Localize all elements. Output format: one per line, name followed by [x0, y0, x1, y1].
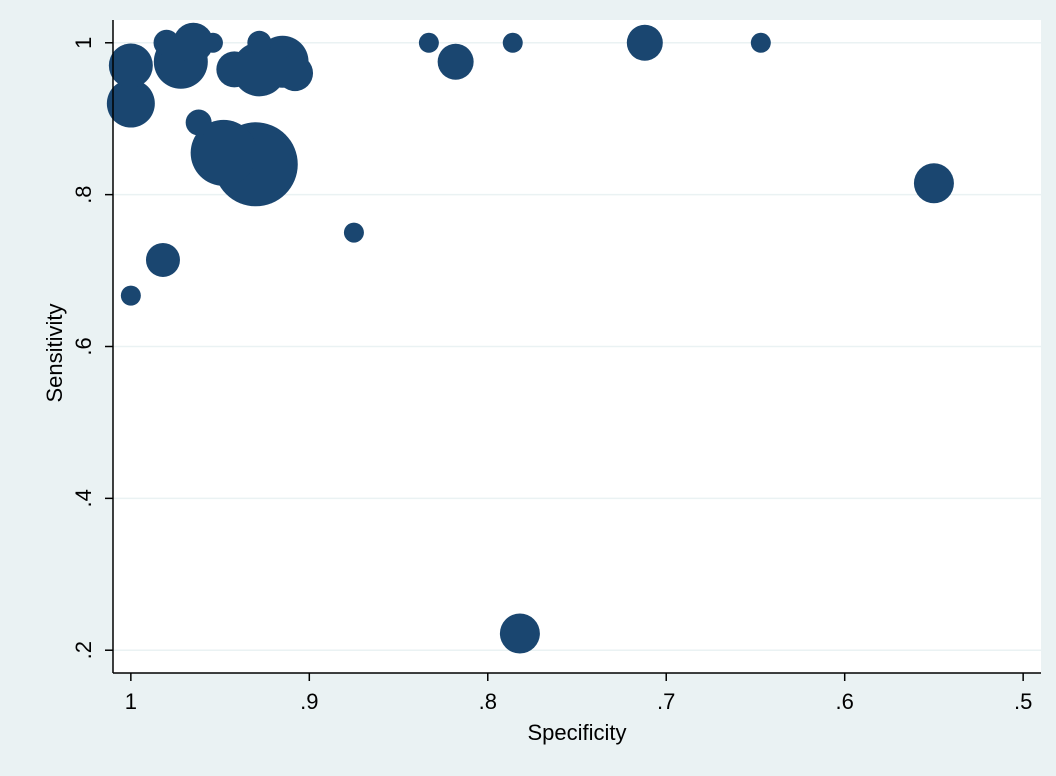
- data-point: [247, 31, 271, 55]
- x-tick-label: .6: [836, 689, 854, 714]
- x-tick-label: .9: [300, 689, 318, 714]
- data-point: [121, 286, 141, 306]
- data-point: [344, 223, 364, 243]
- data-point: [216, 51, 252, 87]
- x-tick-label: .7: [657, 689, 675, 714]
- y-tick-label: .8: [71, 185, 96, 203]
- y-tick-label: 1: [71, 37, 96, 49]
- x-tick-label: .8: [479, 689, 497, 714]
- data-point: [154, 30, 180, 56]
- y-tick-label: .4: [71, 489, 96, 507]
- y-axis-ticks: .2 .4 .6 .8 1: [71, 37, 113, 660]
- data-point: [627, 25, 663, 61]
- data-point: [203, 33, 223, 53]
- data-point: [500, 614, 540, 654]
- data-point: [277, 55, 313, 91]
- data-point: [186, 110, 212, 136]
- y-tick-label: .6: [71, 337, 96, 355]
- data-point: [438, 44, 474, 80]
- x-axis-ticks: 1 .9 .8 .7 .6 .5: [125, 673, 1033, 714]
- x-axis-title: Specificity: [527, 720, 626, 745]
- y-tick-label: .2: [71, 641, 96, 659]
- y-axis-title: Sensitivity: [42, 303, 67, 402]
- data-point: [146, 243, 180, 277]
- x-tick-label: .5: [1014, 689, 1032, 714]
- data-point: [419, 33, 439, 53]
- data-point: [109, 44, 153, 88]
- data-point: [914, 163, 954, 203]
- x-tick-label: 1: [125, 689, 137, 714]
- data-point: [751, 33, 771, 53]
- data-point: [503, 33, 523, 53]
